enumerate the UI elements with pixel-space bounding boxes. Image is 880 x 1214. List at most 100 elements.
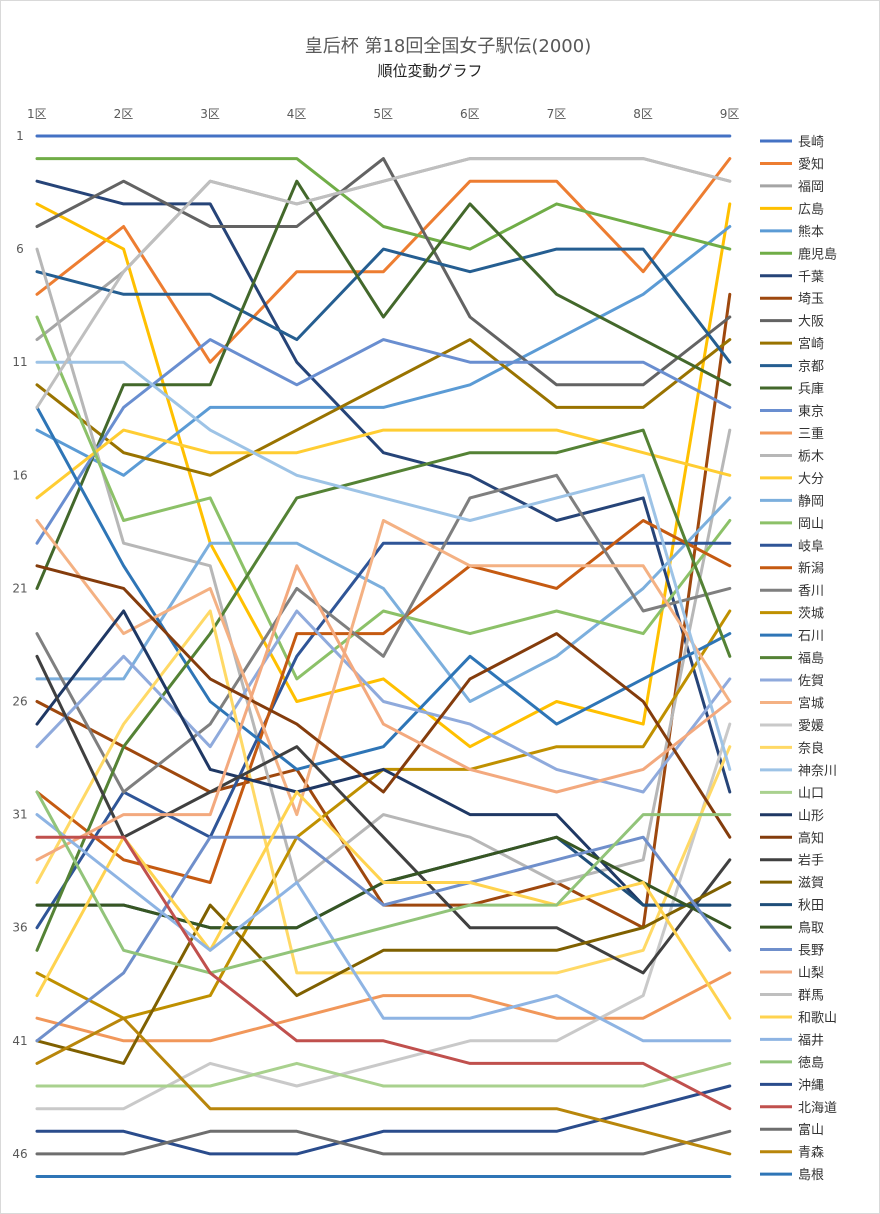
legend-label: 青森: [798, 1146, 824, 1161]
x-axis-ticks: 1区 2区 3区 4区 5区 6区 7区 8区 9区: [27, 107, 739, 121]
y-tick-label: 31: [12, 808, 27, 822]
legend-label: 山形: [798, 809, 824, 824]
legend-label: 栃木: [798, 449, 824, 464]
series-line-千葉: [35, 179, 732, 794]
legend-label: 石川: [798, 629, 824, 644]
y-tick-label: 46: [12, 1147, 27, 1161]
series-line-山形: [35, 609, 732, 907]
series-line-山梨: [35, 564, 732, 862]
legend-label: 香川: [798, 584, 824, 599]
legend-label: 岡山: [798, 517, 824, 532]
series-line-愛知: [35, 157, 732, 364]
legend-label: 岐阜: [798, 538, 824, 554]
legend-label: 福島: [798, 652, 824, 667]
x-tick-label: 8区: [633, 107, 653, 121]
x-tick-label: 3区: [200, 107, 220, 121]
legend-label: 福岡: [798, 180, 824, 195]
legend-label: 沖縄: [798, 1078, 824, 1093]
chart-title: 皇后杯 第18回全国女子駅伝(2000): [305, 36, 591, 57]
legend-label: 兵庫: [798, 382, 824, 397]
legend-label: 福井: [798, 1033, 824, 1048]
legend-label: 滋賀: [798, 876, 824, 891]
series-line-山口: [35, 1061, 732, 1088]
series-line-滋賀: [35, 881, 732, 1065]
legend-label: 和歌山: [798, 1011, 837, 1026]
series-line-愛媛: [35, 722, 732, 1111]
legend-label: 宮崎: [798, 336, 824, 352]
legend-label: 静岡: [798, 494, 824, 509]
legend-label: 神奈川: [798, 764, 837, 779]
x-tick-label: 4区: [287, 107, 307, 121]
legend-label: 山梨: [798, 966, 824, 981]
legend-label: 岩手: [798, 854, 824, 869]
y-tick-label: 21: [12, 581, 27, 595]
series-line-岡山: [35, 315, 732, 681]
legend-label: 京都: [798, 360, 824, 375]
y-tick-label: 41: [12, 1034, 27, 1048]
series-line-徳島: [35, 790, 732, 975]
y-tick-label: 26: [12, 695, 27, 709]
series-line-鹿児島: [35, 157, 732, 251]
series-line-神奈川: [35, 360, 732, 771]
x-tick-label: 5区: [373, 107, 393, 121]
series-line-大阪: [35, 157, 732, 387]
series-line-東京: [35, 338, 732, 545]
series-line-福井: [35, 813, 732, 1043]
x-tick-label: 9区: [720, 107, 740, 121]
series-line-熊本: [35, 225, 732, 477]
legend-label: 愛媛: [798, 719, 824, 734]
legend-label: 群馬: [798, 988, 824, 1003]
legend-label: 大阪: [798, 315, 824, 330]
legend-label: 長野: [798, 944, 824, 959]
legend-label: 鳥取: [798, 921, 824, 936]
legend-label: 広島: [798, 202, 824, 217]
y-tick-label: 16: [12, 468, 27, 482]
x-tick-label: 7区: [547, 107, 567, 121]
legend: 長崎愛知福岡広島熊本鹿児島千葉埼玉大阪宮崎京都兵庫東京三重栃木大分静岡岡山岐阜新…: [760, 135, 837, 1183]
legend-label: 三重: [798, 426, 824, 442]
legend-label: 秋田: [798, 899, 824, 914]
legend-label: 千葉: [798, 270, 824, 285]
y-tick-label: 36: [12, 921, 27, 935]
series-line-高知: [35, 564, 732, 839]
series-line-北海道: [35, 835, 732, 1111]
legend-label: 奈良: [798, 740, 824, 756]
series-line-福島: [35, 428, 732, 952]
x-tick-label: 6区: [460, 107, 480, 121]
series-line-岩手: [35, 654, 732, 975]
series-line-青森: [35, 1016, 732, 1156]
chart-subtitle: 順位変動グラフ: [377, 62, 482, 80]
legend-label: 高知: [798, 830, 824, 846]
series-lines: [35, 134, 732, 1178]
y-tick-label: 6: [16, 242, 24, 256]
legend-label: 徳島: [798, 1056, 824, 1071]
series-line-石川: [35, 405, 732, 771]
series-line-広島: [35, 202, 732, 749]
legend-label: 北海道: [798, 1101, 837, 1116]
legend-label: 佐賀: [798, 674, 824, 689]
legend-label: 島根: [798, 1168, 824, 1183]
legend-label: 宮城: [798, 696, 824, 712]
legend-label: 熊本: [798, 224, 824, 240]
series-line-沖縄: [35, 1084, 732, 1156]
series-line-宮崎: [35, 338, 732, 477]
legend-label: 富山: [798, 1122, 824, 1138]
series-line-群馬: [35, 157, 732, 409]
series-line-三重: [35, 971, 732, 1043]
series-line-長野: [35, 835, 732, 1043]
legend-label: 新潟: [798, 561, 824, 577]
series-line-新潟: [35, 519, 732, 884]
legend-label: 埼玉: [798, 292, 824, 307]
series-line-大分: [35, 428, 732, 500]
legend-label: 大分: [798, 472, 824, 487]
x-tick-label: 1区: [27, 107, 47, 121]
series-line-京都: [35, 247, 732, 364]
legend-label: 鹿児島: [798, 246, 837, 262]
legend-label: 山口: [798, 786, 824, 801]
legend-label: 長崎: [798, 135, 824, 150]
legend-label: 東京: [798, 404, 824, 420]
series-line-富山: [35, 1129, 732, 1156]
series-line-和歌山: [35, 790, 732, 1020]
